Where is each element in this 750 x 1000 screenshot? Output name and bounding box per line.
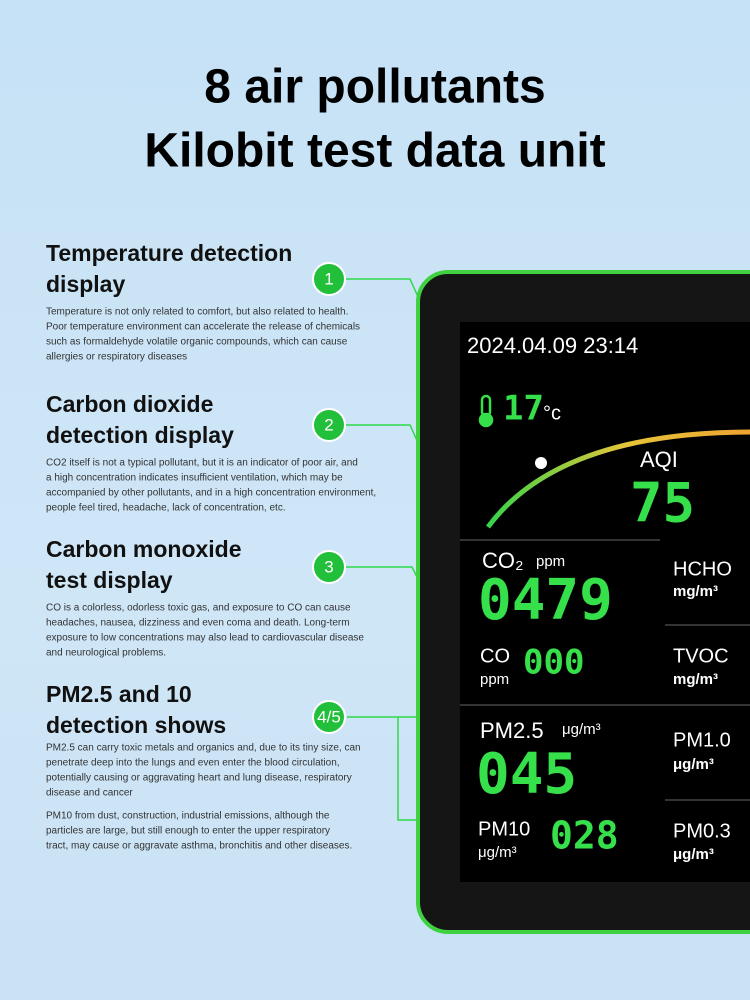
section-heading: detection display (46, 422, 234, 448)
section-description: PM10 from dust, construction, industrial… (46, 811, 330, 822)
aqi-gauge (485, 429, 750, 529)
section-description: penetrate deep into the lungs and even e… (46, 758, 340, 769)
reading-value: 0479 (478, 568, 613, 633)
reading-unit: μg/m³ (673, 756, 714, 773)
marker-number: 3 (324, 557, 333, 576)
section-heading: test display (46, 567, 173, 593)
title: 8 air pollutants (204, 61, 545, 114)
thermometer-icon (478, 394, 494, 428)
section-description: PM2.5 can carry toxic metals and organic… (46, 743, 361, 754)
section-description: allergies or respiratory diseases (46, 352, 187, 363)
section-heading: Carbon monoxide (46, 536, 242, 562)
section-description: people feel tired, headache, lack of con… (46, 503, 286, 514)
reading-label: PM2.5 (480, 718, 544, 743)
reading-label: PM10 (478, 818, 530, 840)
reading-unit: mg/m³ (673, 671, 718, 688)
reading-unit: μg/m³ (562, 721, 601, 738)
section-heading: Temperature detection (46, 240, 292, 266)
title: Kilobit test data unit (144, 125, 605, 178)
section-heading: Carbon dioxide (46, 391, 213, 417)
section-description: a high concentration indicates insuffici… (46, 473, 343, 484)
section-description: particles are large, but still enough to… (46, 826, 330, 837)
section-description: headaches, nausea, dizziness and even co… (46, 618, 350, 629)
device-screen (460, 322, 750, 882)
aqi-value: 75 (630, 472, 695, 535)
reading-label: CO₂ (482, 548, 524, 573)
reading-label: PM1.0 (673, 729, 731, 751)
section-description: accompanied by other pollutants, and in … (46, 488, 376, 499)
section-heading: display (46, 271, 125, 297)
reading-label: PM0.3 (673, 820, 731, 842)
marker-circle (312, 700, 346, 734)
section-heading: PM2.5 and 10 (46, 681, 192, 707)
reading-value: 045 (476, 742, 577, 807)
section-description: exposure to low concentrations may also … (46, 633, 364, 644)
temperature-unit: °c (543, 402, 561, 424)
reading-unit: mg/m³ (673, 583, 718, 600)
section-description: disease and cancer (46, 788, 133, 799)
reading-value: 028 (550, 814, 619, 858)
gauge-pointer (535, 457, 547, 469)
reading-label: CO (480, 645, 510, 667)
marker-circle (312, 550, 346, 584)
section-description: Temperature is not only related to comfo… (46, 307, 348, 318)
section-description: CO is a colorless, odorless toxic gas, a… (46, 603, 351, 614)
section-description: tract, may cause or aggravate asthma, br… (46, 841, 352, 852)
reading-label: HCHO (673, 558, 732, 580)
section-description: such as formaldehyde volatile organic co… (46, 337, 348, 348)
reading-unit: ppm (536, 553, 565, 570)
section-description: and neurological problems. (46, 648, 166, 659)
aqi-label: AQI (640, 447, 678, 472)
reading-value: 000 (523, 643, 584, 683)
marker-circle (312, 408, 346, 442)
reading-unit: μg/m³ (478, 844, 517, 861)
section-description: Poor temperature environment can acceler… (46, 322, 360, 333)
marker-number: 2 (324, 415, 333, 434)
dividers (460, 539, 750, 801)
section-description: CO2 itself is not a typical pollutant, b… (46, 458, 358, 469)
section-heading: detection shows (46, 712, 226, 738)
reading-unit: ppm (480, 671, 509, 688)
marker-number: 1 (324, 269, 333, 288)
marker-number: 4/5 (317, 707, 341, 726)
section-description: potentially causing or aggravating heart… (46, 773, 352, 784)
reading-unit: μg/m³ (673, 846, 714, 863)
thermometer-bulb (478, 412, 494, 428)
datetime: 2024.04.09 23:14 (467, 333, 638, 358)
marker-circle (312, 262, 346, 296)
reading-label: TVOC (673, 645, 729, 667)
temperature-value: 17 (503, 389, 544, 429)
